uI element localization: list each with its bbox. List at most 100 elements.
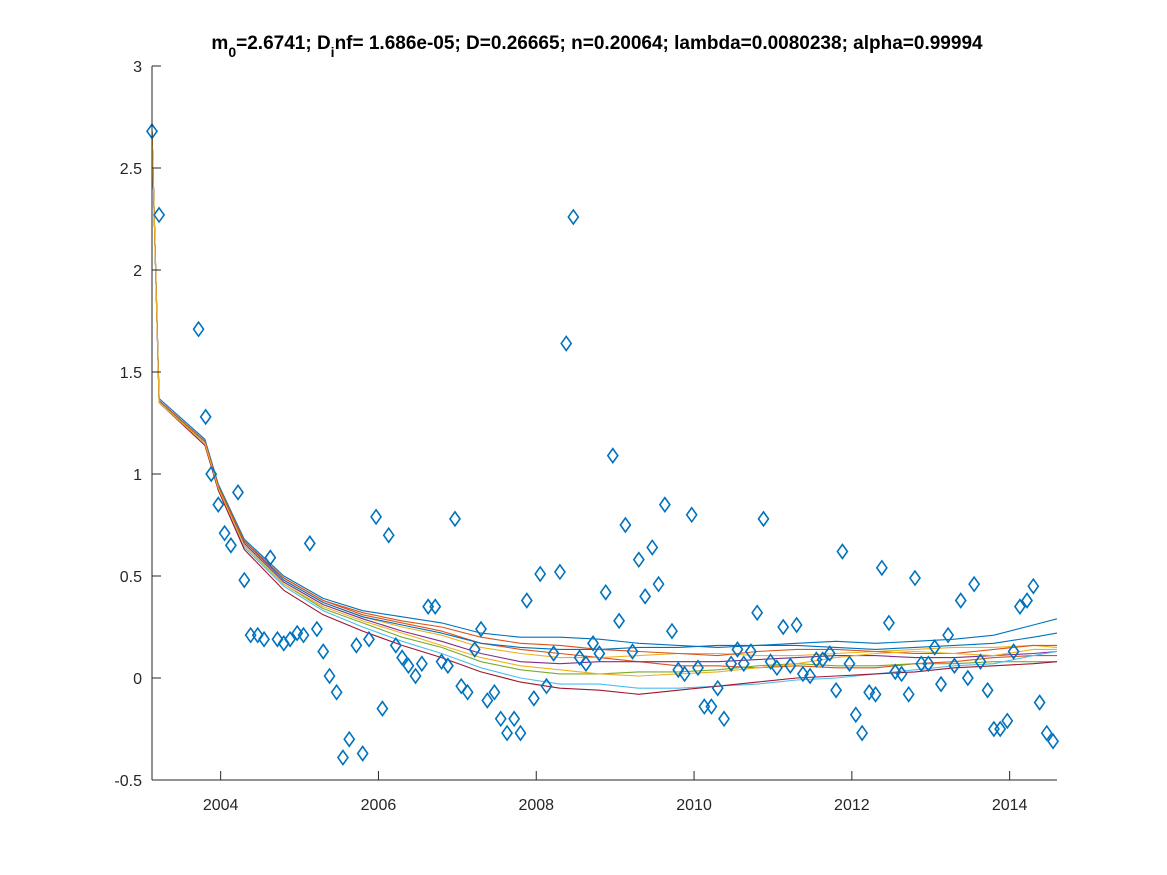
- data-point: [705, 698, 718, 715]
- data-point: [744, 643, 757, 660]
- data-point: [343, 730, 356, 748]
- model-series-lines: [152, 131, 1057, 695]
- data-point: [606, 447, 619, 465]
- data-point: [362, 630, 375, 648]
- data-point: [527, 690, 540, 707]
- data-point: [804, 667, 817, 685]
- data-point: [389, 636, 402, 654]
- title-segment: nf= 1.686e-05; D=0.26665; n=0.20064; lam…: [335, 33, 983, 54]
- data-point: [1013, 598, 1026, 615]
- data-point: [613, 612, 626, 630]
- data-point: [553, 563, 566, 581]
- data-point: [652, 575, 665, 593]
- data-point: [928, 639, 941, 656]
- data-point: [415, 655, 428, 673]
- data-point: [481, 692, 494, 709]
- data-point: [547, 645, 560, 662]
- data-point: [317, 643, 330, 660]
- y-tick-label: 3: [133, 59, 142, 76]
- data-point: [902, 685, 915, 703]
- data-point: [205, 465, 218, 483]
- y-tick-label: 2: [133, 263, 142, 280]
- chart-title: m0=2.6741; Dinf= 1.686e-05; D=0.26665; n…: [211, 33, 983, 60]
- data-point: [942, 626, 955, 644]
- data-point: [376, 700, 389, 717]
- data-point: [271, 630, 284, 648]
- y-tick-label: 1.5: [120, 365, 142, 382]
- data-point: [468, 641, 481, 658]
- data-point: [863, 683, 876, 701]
- data-point: [1007, 643, 1020, 660]
- data-point: [409, 667, 422, 685]
- data-point: [402, 657, 415, 675]
- data-point: [836, 543, 849, 560]
- data-point: [692, 659, 704, 677]
- data-point: [1021, 592, 1034, 609]
- series-line: [152, 131, 1057, 677]
- data-point: [1001, 712, 1014, 730]
- data-point: [330, 683, 343, 701]
- data-point: [579, 655, 592, 673]
- data-point: [777, 618, 790, 636]
- data-point: [441, 657, 454, 675]
- data-point: [869, 685, 882, 703]
- data-point: [856, 724, 869, 742]
- data-point: [264, 549, 277, 567]
- y-tick-label: 2.5: [120, 161, 142, 178]
- data-point: [218, 524, 231, 542]
- data-point: [567, 208, 580, 226]
- series-line: [152, 131, 1057, 689]
- data-point: [954, 592, 967, 609]
- data-point: [665, 622, 678, 640]
- x-tick-label: 2004: [203, 797, 239, 814]
- data-point: [731, 641, 744, 658]
- data-point: [770, 659, 783, 677]
- data-point: [382, 526, 395, 544]
- data-point: [258, 630, 271, 648]
- x-tick-label: 2010: [676, 797, 712, 814]
- data-point: [212, 496, 225, 513]
- data-point: [711, 679, 724, 697]
- data-point: [448, 510, 461, 528]
- data-point: [336, 749, 349, 766]
- data-point: [475, 620, 488, 638]
- data-point: [501, 724, 514, 742]
- data-point: [790, 616, 803, 634]
- title-segment: m: [211, 33, 228, 54]
- data-point: [935, 675, 947, 693]
- data-point: [488, 683, 501, 701]
- data-point: [737, 655, 750, 673]
- data-point: [199, 408, 212, 426]
- data-point: [356, 745, 369, 762]
- data-point: [994, 720, 1007, 738]
- data-point: [678, 665, 691, 683]
- series-line: [152, 131, 1057, 665]
- data-point: [1027, 577, 1040, 595]
- data-point: [626, 643, 639, 660]
- data-point: [961, 669, 974, 687]
- title-segment: =2.6741; D: [236, 33, 331, 54]
- series-line: [152, 131, 1057, 648]
- data-point: [882, 614, 895, 632]
- data-point: [461, 683, 474, 701]
- data-point: [192, 320, 205, 338]
- data-point: [593, 645, 606, 662]
- data-point: [396, 649, 409, 666]
- data-point: [823, 645, 836, 662]
- data-point: [981, 681, 994, 699]
- y-tick-label: 1: [133, 467, 142, 484]
- data-point: [310, 620, 323, 638]
- data-point: [599, 583, 612, 601]
- data-point: [830, 681, 843, 699]
- data-point: [560, 335, 573, 352]
- data-point: [455, 677, 468, 695]
- data-point: [238, 571, 251, 589]
- data-point: [153, 206, 166, 224]
- x-tick-label: 2014: [992, 797, 1028, 814]
- y-tick-label: 0.5: [120, 569, 142, 586]
- data-point: [658, 496, 671, 513]
- data-point: [232, 483, 244, 501]
- data-point: [764, 653, 777, 671]
- series-line: [152, 131, 1057, 657]
